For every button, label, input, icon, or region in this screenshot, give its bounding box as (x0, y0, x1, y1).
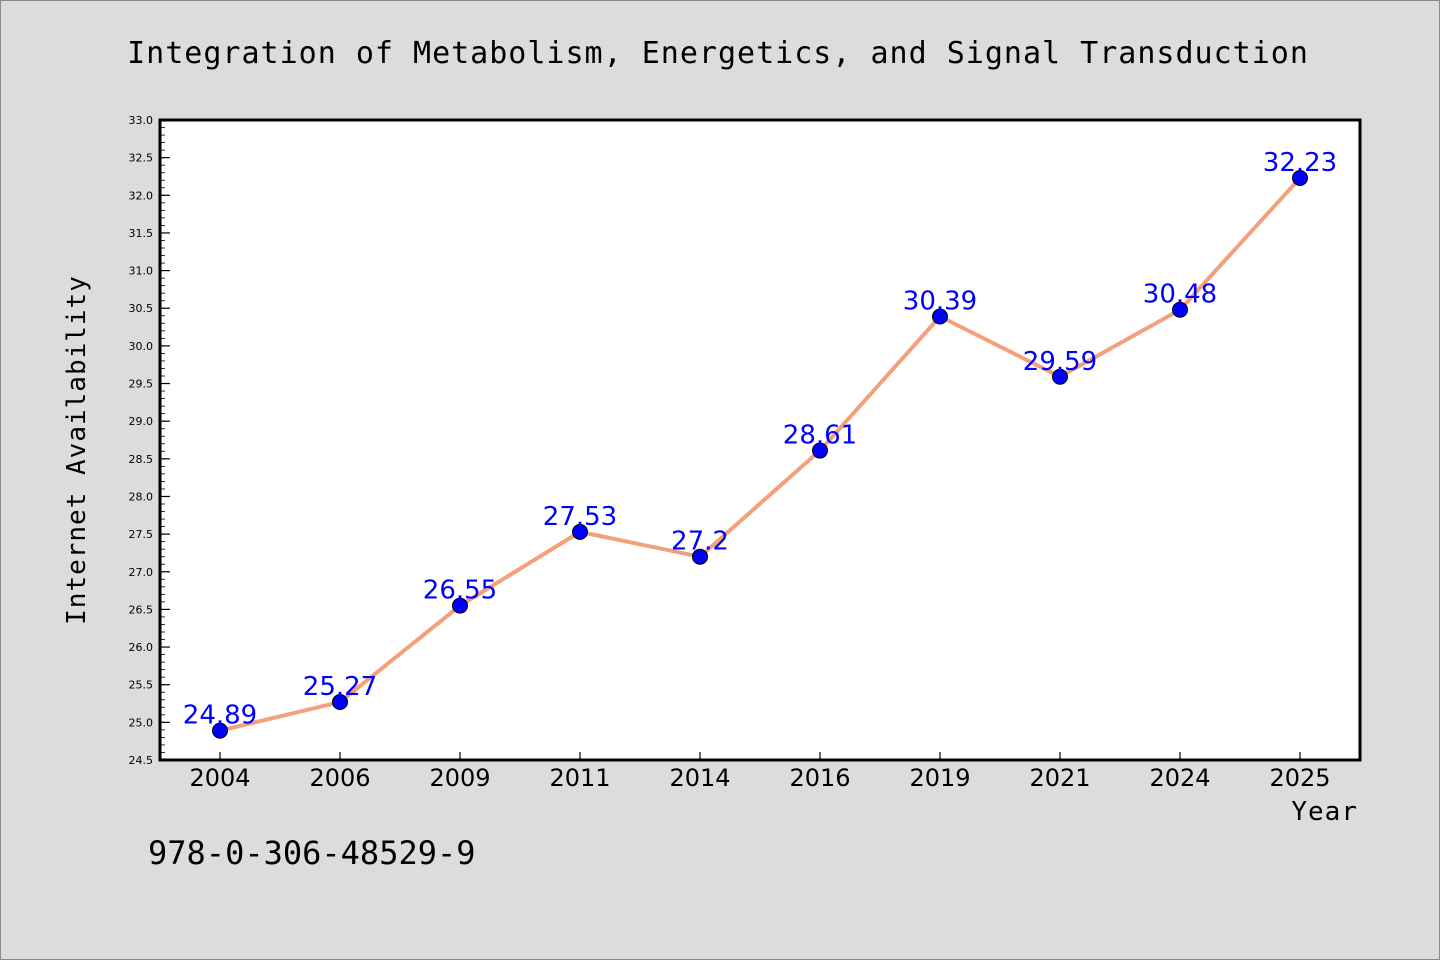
data-label: 25.27 (303, 672, 377, 702)
data-point (932, 308, 948, 325)
series-internet-availability (212, 169, 1308, 739)
plot-area (158, 118, 1362, 762)
y-tick-label: 29.0 (129, 415, 154, 428)
x-tick-label: 2014 (669, 764, 730, 792)
data-point (212, 722, 228, 739)
y-tick-label: 27.5 (129, 528, 154, 541)
y-tick-label: 30.0 (129, 340, 154, 353)
data-label: 32.23 (1263, 148, 1337, 178)
data-label: 24.89 (183, 701, 257, 731)
x-axis-label: Year (1291, 797, 1358, 827)
y-axis-label: Internet Availability (62, 275, 92, 625)
data-label: 30.48 (1143, 280, 1217, 310)
x-tick-label: 2019 (909, 764, 970, 792)
x-tick-label: 2021 (1029, 764, 1090, 792)
y-tick-label: 25.5 (129, 679, 154, 692)
y-tick-label: 24.5 (129, 754, 154, 767)
data-point (1052, 368, 1068, 385)
data-point (812, 442, 828, 459)
x-tick-label: 2004 (189, 764, 250, 792)
y-tick-label: 27.0 (129, 566, 154, 579)
data-label: 27.2 (671, 527, 729, 557)
data-point (1292, 169, 1308, 186)
data-label: 28.61 (783, 421, 857, 451)
y-tick-label: 32.0 (129, 189, 154, 202)
y-tick-label: 26.5 (129, 603, 154, 616)
data-labels: 24.89 25.27 26.55 27.53 27.2 28.61 30.39 29.59 3… (183, 148, 1337, 731)
x-tick-label: 2011 (549, 764, 610, 792)
chart-title: Integration of Metabolism, Energetics, a… (127, 36, 1309, 71)
y-tick-label: 28.5 (129, 453, 154, 466)
data-point (692, 548, 708, 565)
data-point (332, 694, 348, 711)
data-label: 27.53 (543, 502, 617, 532)
y-tick-label: 28.0 (129, 490, 154, 503)
x-tick-label: 2025 (1269, 764, 1330, 792)
x-tick-label: 2024 (1149, 764, 1210, 792)
y-tick-label: 25.0 (129, 716, 154, 729)
isbn-text: 978-0-306-48529-9 (148, 834, 476, 872)
data-point (1172, 301, 1188, 318)
x-tick-label: 2016 (789, 764, 850, 792)
x-tick-label: 2006 (309, 764, 370, 792)
x-axis: 2004 2006 2009 2011 2014 2016 2019 2021 2024 2025 (189, 752, 1331, 792)
y-tick-label: 32.5 (129, 152, 154, 165)
y-tick-label: 30.5 (129, 302, 154, 315)
y-tick-label: 33.0 (129, 114, 154, 127)
y-axis: 24.5 25.0 25.5 26.0 26.5 27.0 27.5 28.0 28.5 29.0… (129, 114, 170, 767)
series-line (218, 175, 1302, 733)
x-tick-label: 2009 (429, 764, 490, 792)
data-label: 26.55 (423, 576, 497, 606)
y-tick-label: 26.0 (129, 641, 154, 654)
y-tick-label: 31.0 (129, 265, 154, 278)
y-tick-label: 29.5 (129, 378, 154, 391)
data-label: 29.59 (1023, 347, 1097, 377)
data-label: 30.39 (903, 287, 977, 317)
data-point (452, 597, 468, 614)
y-tick-label: 31.5 (129, 227, 154, 240)
data-point (572, 523, 588, 540)
